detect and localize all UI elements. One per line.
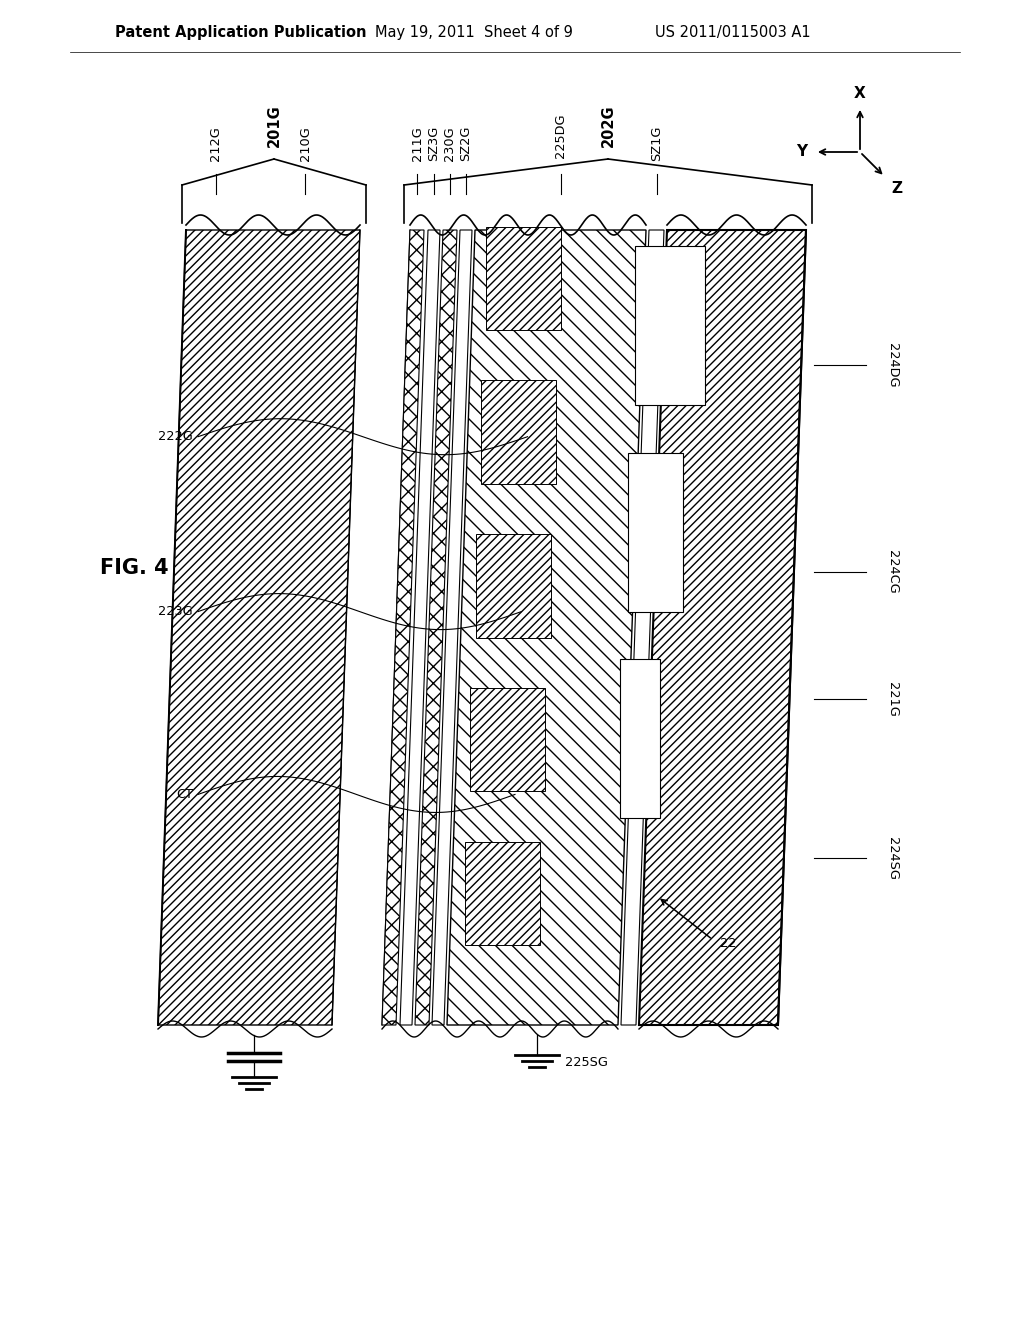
Text: 211G: 211G (411, 127, 424, 161)
Text: Y: Y (797, 144, 808, 160)
Polygon shape (470, 688, 545, 791)
Text: US 2011/0115003 A1: US 2011/0115003 A1 (655, 25, 811, 41)
Text: 224DG: 224DG (887, 343, 899, 387)
Polygon shape (447, 230, 646, 1026)
Polygon shape (481, 380, 556, 483)
Text: X: X (854, 87, 866, 102)
Text: Patent Application Publication: Patent Application Publication (115, 25, 367, 41)
Text: 225DG: 225DG (554, 114, 567, 158)
Polygon shape (635, 246, 705, 405)
Text: SZ1G: SZ1G (650, 125, 663, 161)
Text: 212G: 212G (210, 127, 222, 161)
Polygon shape (158, 230, 360, 1026)
Text: 202G: 202G (600, 104, 615, 148)
Text: 22: 22 (720, 937, 736, 950)
Text: SZ3G: SZ3G (427, 125, 440, 161)
Polygon shape (382, 230, 424, 1026)
Text: FIG. 4: FIG. 4 (100, 558, 169, 578)
Polygon shape (465, 842, 540, 945)
Polygon shape (621, 659, 660, 818)
Polygon shape (400, 230, 440, 1026)
Text: SZ2G: SZ2G (460, 125, 472, 161)
Text: 222G: 222G (159, 430, 193, 444)
Text: 221G: 221G (887, 681, 899, 717)
Text: May 19, 2011  Sheet 4 of 9: May 19, 2011 Sheet 4 of 9 (375, 25, 572, 41)
Polygon shape (621, 230, 664, 1026)
Polygon shape (486, 227, 561, 330)
Polygon shape (475, 535, 551, 638)
Polygon shape (333, 230, 409, 1026)
Polygon shape (628, 453, 683, 611)
Text: 225SG: 225SG (565, 1056, 608, 1069)
Text: 230G: 230G (443, 127, 457, 161)
Polygon shape (432, 230, 472, 1026)
Text: Z: Z (891, 181, 902, 197)
Text: 201G: 201G (266, 104, 282, 148)
Text: 210G: 210G (299, 127, 311, 161)
Polygon shape (415, 230, 457, 1026)
Text: 224SG: 224SG (887, 837, 899, 879)
Text: 224CG: 224CG (887, 550, 899, 594)
Text: 223G: 223G (159, 605, 193, 618)
Polygon shape (639, 230, 806, 1026)
Text: CT: CT (176, 788, 193, 801)
